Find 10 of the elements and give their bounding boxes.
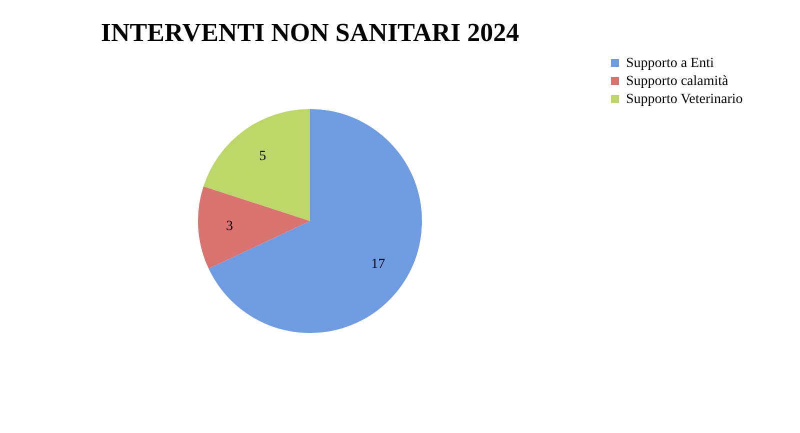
data-label: 5 bbox=[259, 148, 266, 164]
pie-slice bbox=[208, 109, 422, 333]
legend-label: Supporto calamità bbox=[626, 74, 730, 89]
data-label: 17 bbox=[371, 257, 386, 272]
chart-title: INTERVENTI NON SANITARI 2024 bbox=[100, 18, 520, 47]
legend-label: Supporto a Enti bbox=[626, 56, 714, 71]
pie-slice bbox=[198, 186, 310, 269]
legend-label: Supporto Veterinario bbox=[626, 92, 743, 107]
pie-slice bbox=[203, 109, 310, 221]
data-label: 3 bbox=[226, 219, 234, 234]
